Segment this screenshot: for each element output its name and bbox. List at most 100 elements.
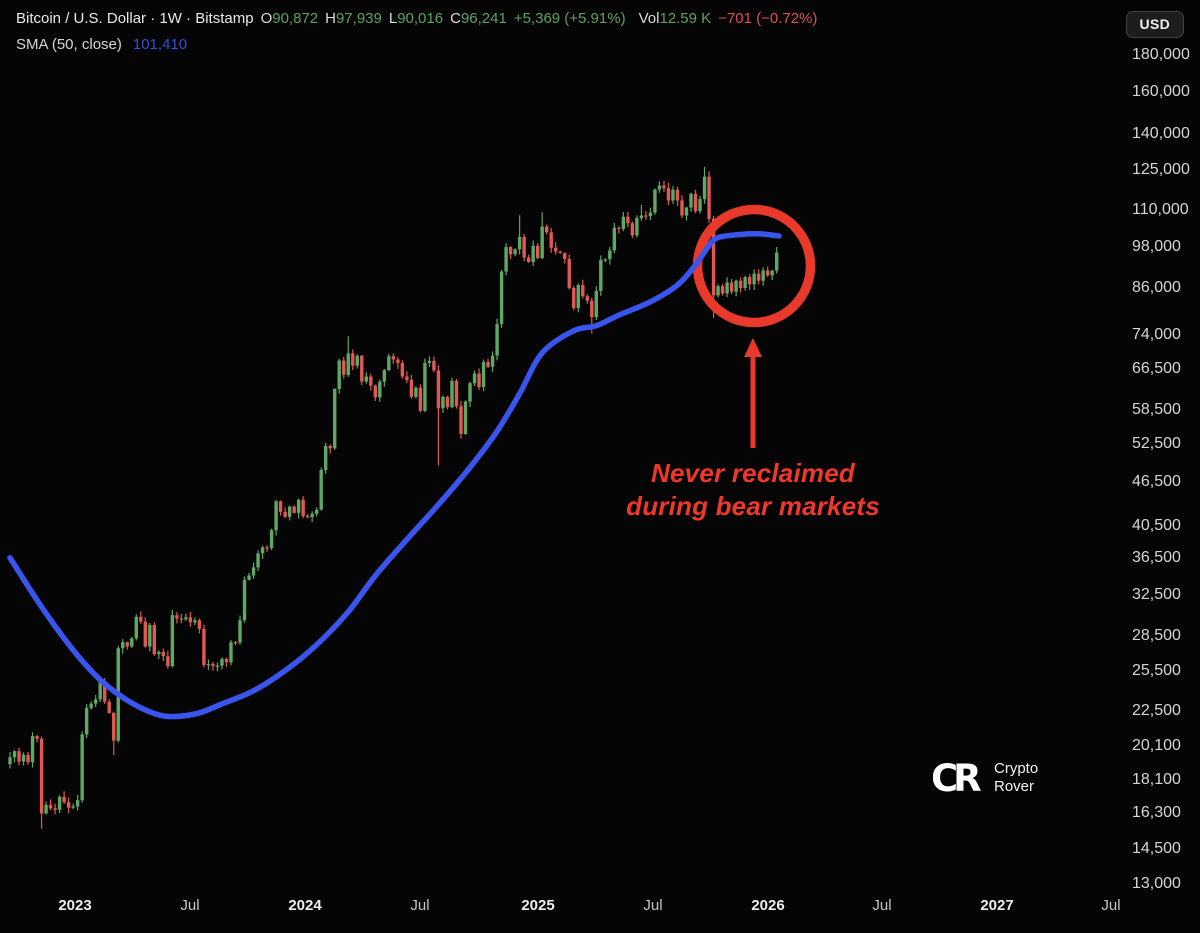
price-axis-label: 22,500	[1132, 701, 1181, 719]
price-axis-label: 52,500	[1132, 434, 1181, 452]
candle-body	[305, 516, 310, 518]
candle-body	[143, 621, 147, 647]
sma-indicator-value: 101,410	[132, 36, 188, 53]
candle-body	[351, 353, 355, 366]
candle-body	[328, 445, 332, 449]
candles-series	[8, 166, 779, 829]
candle-body	[617, 227, 621, 229]
time-axis-label: 2025	[521, 897, 555, 914]
candle-body	[107, 701, 111, 713]
candle-body	[572, 287, 576, 309]
candle-body	[324, 445, 328, 470]
candle-body	[121, 642, 125, 649]
candle-body	[44, 804, 48, 814]
candle-body	[387, 356, 391, 371]
candle-body	[80, 734, 84, 801]
candle-body	[603, 259, 608, 261]
candle-body	[675, 189, 680, 201]
price-axis-label: 46,500	[1132, 472, 1181, 490]
candle-body	[752, 273, 756, 285]
price-axis-label: 14,500	[1132, 840, 1181, 858]
candle-body	[260, 547, 265, 554]
candle-body	[756, 273, 761, 281]
candle-body	[454, 380, 459, 407]
candle-body	[720, 286, 725, 294]
candle-body	[666, 188, 671, 201]
candle-body	[98, 682, 102, 700]
candle-body	[702, 176, 707, 200]
candle-body	[463, 401, 468, 435]
time-axis-label: 2026	[751, 897, 785, 914]
candle-body	[499, 271, 504, 325]
open-value: O 90,872	[260, 10, 319, 27]
candle-body	[26, 754, 30, 763]
candle-body	[35, 736, 39, 739]
candle-body	[292, 506, 296, 513]
price-axis-label: 40,500	[1132, 516, 1181, 534]
candle-body	[495, 324, 499, 356]
candle-body	[684, 207, 689, 216]
candle-body	[427, 360, 432, 363]
annotation-line-1: Never reclaimed	[651, 458, 855, 488]
candle-body	[314, 509, 319, 514]
candle-body	[432, 360, 436, 371]
candle-body	[504, 247, 508, 272]
candle-body	[224, 658, 229, 663]
candle-body	[301, 499, 305, 517]
candle-body	[423, 362, 427, 411]
candle-body	[310, 513, 314, 518]
candle-body	[657, 185, 662, 190]
annotation-arrow-head[interactable]	[744, 338, 762, 357]
candle-body	[256, 553, 260, 568]
candle-body	[75, 800, 80, 807]
candle-body	[39, 738, 44, 814]
candle-body	[594, 290, 598, 318]
candle-body	[626, 216, 630, 224]
symbol-title[interactable]: Bitcoin / U.S. Dollar · 1W · Bitstamp	[16, 10, 254, 27]
candle-body	[265, 547, 269, 549]
candle-body	[567, 258, 571, 288]
candle-body	[738, 280, 743, 288]
candle-body	[635, 218, 639, 236]
candle-body	[414, 387, 418, 397]
candle-body	[211, 664, 215, 667]
svg-text:CR: CR	[933, 757, 981, 799]
sma-indicator-label[interactable]: SMA (50, close)	[16, 36, 122, 53]
candle-body	[274, 501, 278, 531]
price-axis[interactable]: 180,000 160,000 140,000 125,000 110,000 98,00…	[1124, 0, 1200, 933]
price-axis-label: 160,000	[1132, 83, 1190, 101]
candle-body	[535, 245, 540, 259]
candle-body	[364, 376, 368, 382]
candle-body	[103, 682, 107, 702]
candle-body	[544, 226, 549, 233]
sma-line[interactable]	[7, 231, 782, 720]
candle-body	[472, 373, 477, 384]
candle-body	[193, 620, 197, 623]
logo-word-2: Rover	[994, 778, 1035, 795]
candle-body	[161, 651, 166, 657]
candle-body	[382, 370, 387, 382]
logo-word-1: Crypto	[994, 760, 1039, 777]
candle-body	[761, 270, 765, 281]
candle-body	[134, 616, 138, 639]
candle-body	[21, 754, 26, 762]
time-axis-label: 2024	[288, 897, 322, 914]
candle-body	[630, 223, 635, 236]
price-axis-label: 125,000	[1132, 161, 1190, 178]
candle-body	[445, 396, 450, 408]
candle-body	[251, 567, 256, 576]
annotation-text[interactable]: Never reclaimed during bear markets	[626, 457, 880, 523]
candle-body	[238, 620, 242, 643]
indicator-row: SMA (50, close) 101,410	[16, 35, 817, 54]
candle-body	[360, 355, 364, 382]
currency-toggle-button[interactable]: USD	[1125, 11, 1184, 38]
candle-body	[450, 380, 454, 408]
candle-body	[112, 712, 116, 741]
change-value: +5,369 (+5.91%)	[513, 10, 626, 27]
candle-body	[215, 665, 220, 667]
time-axis[interactable]: 2023 Jul 2024 Jul 2025 Jul 2026 Jul 2027 Jul	[0, 892, 1200, 922]
price-axis-label: 180,000	[1132, 46, 1190, 63]
candle-body	[481, 362, 486, 388]
candle-body	[486, 362, 490, 367]
